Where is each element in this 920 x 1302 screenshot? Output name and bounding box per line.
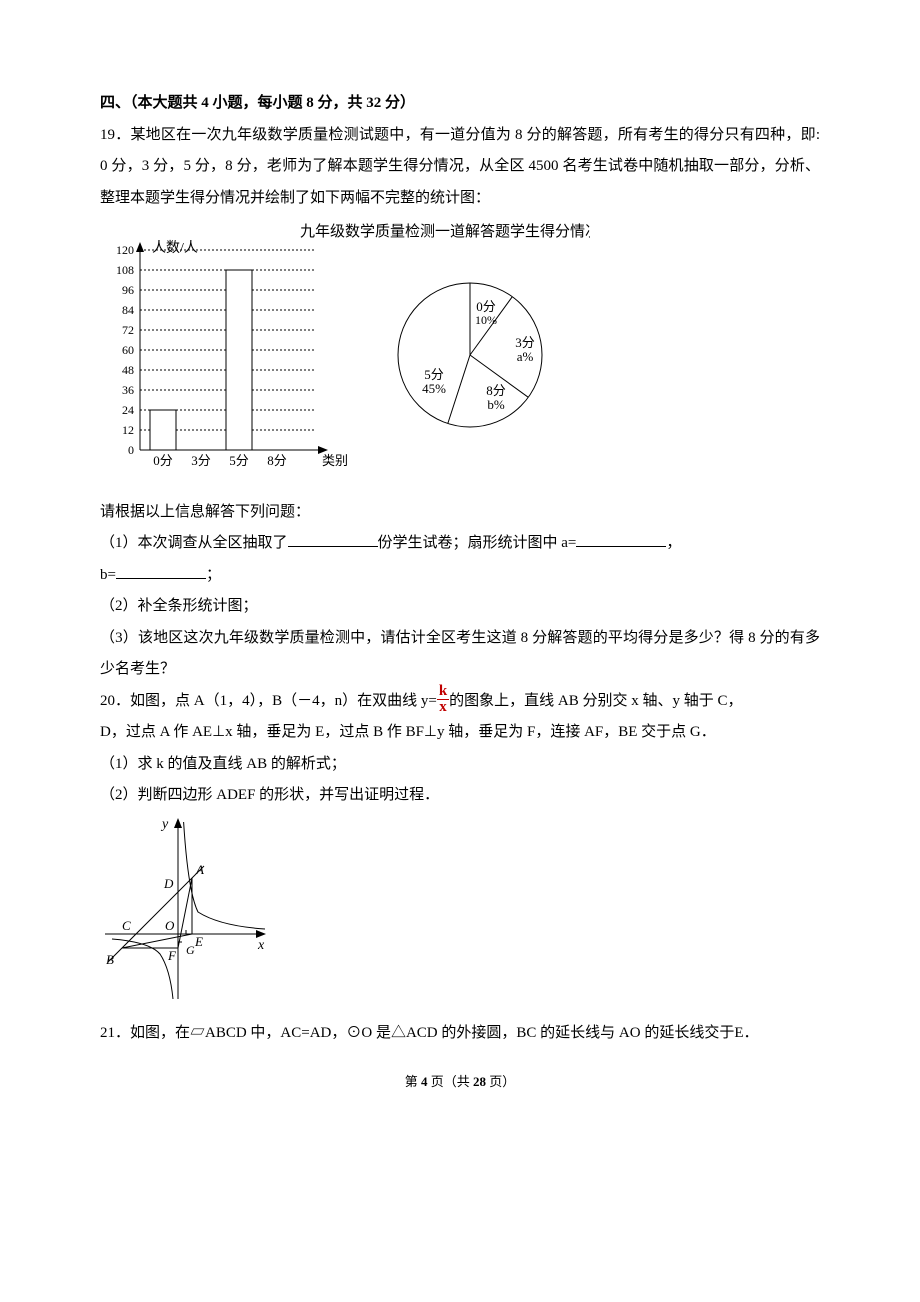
svg-text:y: y	[160, 817, 169, 832]
q20-pre: 20．如图，点 A（1，4），B（－4，n）在双曲线 y=	[100, 693, 437, 709]
q19-charts-svg: 九年级数学质量检测一道解答题学生得分情况统计图 人数/人 0 12 24 36 …	[100, 220, 590, 480]
q19-part1-line2: b= ；	[100, 560, 820, 592]
q19-part3: （3）该地区这次九年级数学质量检测中，请估计全区考生这道 8 分解答题的平均得分…	[100, 623, 820, 686]
svg-text:36: 36	[122, 383, 134, 397]
footer-mid: 页（共	[427, 1074, 473, 1089]
q20-post: 的图象上，直线 AB 分别交 x 轴、y 轴于 C，	[449, 693, 742, 709]
q20-figure: x y O A D C E B F G	[100, 814, 820, 1017]
q21-stem: 21．如图，在▱ABCD 中，AC=AD，⊙O 是△ACD 的外接圆，BC 的延…	[100, 1018, 820, 1050]
q19-part1-mid2: ，	[666, 535, 681, 551]
svg-text:A: A	[195, 862, 204, 877]
q20-svg: x y O A D C E B F G	[100, 814, 275, 1004]
svg-text:F: F	[167, 948, 177, 963]
svg-text:84: 84	[122, 303, 134, 317]
svg-text:5分: 5分	[424, 367, 444, 382]
q19-part1-b: b=	[100, 567, 116, 583]
svg-text:72: 72	[122, 323, 134, 337]
svg-text:a%: a%	[517, 349, 534, 364]
footer-post: 页）	[486, 1074, 515, 1089]
q20-part2: （2）判断四边形 ADEF 的形状，并写出证明过程．	[100, 780, 820, 812]
svg-text:0分: 0分	[153, 453, 173, 468]
bar-chart: 人数/人 0 12 24 36 48 60 72 84 96 108 120	[116, 240, 348, 468]
svg-text:O: O	[165, 918, 175, 933]
svg-text:类别: 类别	[322, 453, 348, 468]
bar-y-label: 人数/人	[152, 240, 198, 256]
q19-part1-mid1: 份学生试卷；扇形统计图中 a=	[378, 535, 577, 551]
svg-text:48: 48	[122, 363, 134, 377]
q19-stem: 19．某地区在一次九年级数学质量检测试题中，有一道分值为 8 分的解答题，所有考…	[100, 120, 820, 215]
page-footer: 第 4 页（共 28 页）	[100, 1068, 820, 1095]
svg-text:C: C	[122, 918, 131, 933]
svg-text:0分: 0分	[476, 299, 496, 314]
q19-part2: （2）补全条形统计图；	[100, 591, 820, 623]
svg-text:x: x	[257, 938, 265, 953]
svg-text:b%: b%	[487, 397, 505, 412]
q20-line1: 20．如图，点 A（1，4），B（－4，n）在双曲线 y=kx的图象上，直线 A…	[100, 686, 820, 718]
svg-text:D: D	[163, 876, 174, 891]
svg-text:120: 120	[116, 243, 134, 257]
footer-pre: 第	[405, 1074, 421, 1089]
svg-text:3分: 3分	[191, 453, 211, 468]
pie-chart: 0分 10% 3分 a% 8分 b% 5分 45%	[398, 283, 542, 427]
q19-part1-line1: （1）本次调查从全区抽取了 份学生试卷；扇形统计图中 a= ，	[100, 528, 820, 560]
frac-num: k	[437, 683, 449, 700]
q20-line2: D，过点 A 作 AE⊥x 轴，垂足为 E，过点 B 作 BF⊥y 轴，垂足为 …	[100, 717, 820, 749]
svg-text:45%: 45%	[422, 381, 446, 396]
q19-part1-end: ；	[206, 567, 221, 583]
q19-part1-pre: （1）本次调查从全区抽取了	[100, 535, 288, 551]
svg-text:0: 0	[128, 443, 134, 457]
blank-1	[288, 531, 378, 547]
chart-title: 九年级数学质量检测一道解答题学生得分情况统计图	[300, 223, 590, 240]
svg-text:8分: 8分	[267, 453, 287, 468]
svg-text:G: G	[186, 943, 195, 957]
q19-figures: 九年级数学质量检测一道解答题学生得分情况统计图 人数/人 0 12 24 36 …	[100, 220, 820, 493]
blank-3	[116, 563, 206, 579]
svg-text:10%: 10%	[475, 313, 497, 327]
q20-part1: （1）求 k 的值及直线 AB 的解析式；	[100, 749, 820, 781]
frac-den: x	[437, 699, 449, 715]
svg-text:96: 96	[122, 283, 134, 297]
svg-text:B: B	[106, 952, 114, 967]
svg-text:24: 24	[122, 403, 134, 417]
blank-2	[576, 531, 666, 547]
bar-grid: 0 12 24 36 48 60 72 84 96 108 120	[116, 243, 315, 457]
svg-text:60: 60	[122, 343, 134, 357]
q19-subtext: 请根据以上信息解答下列问题：	[100, 497, 820, 529]
svg-text:3分: 3分	[515, 335, 535, 350]
svg-text:12: 12	[122, 423, 134, 437]
fraction-k-over-x: kx	[437, 684, 449, 716]
svg-text:108: 108	[116, 263, 134, 277]
footer-total: 28	[473, 1074, 486, 1089]
svg-text:E: E	[194, 934, 203, 949]
svg-text:5分: 5分	[229, 453, 249, 468]
svg-text:8分: 8分	[486, 383, 506, 398]
section-4-header: 四、（本大题共 4 小题，每小题 8 分，共 32 分）	[100, 88, 820, 120]
